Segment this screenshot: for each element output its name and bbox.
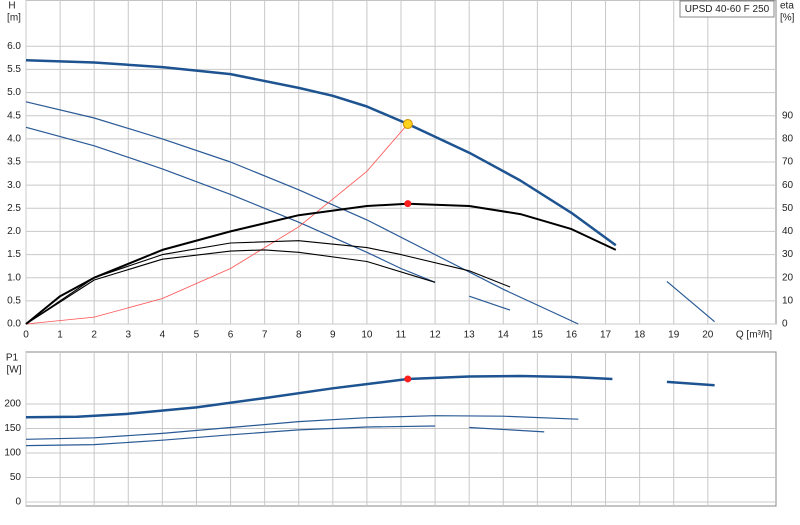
x-tick-label: 11 bbox=[396, 330, 407, 341]
x-tick-label: 4 bbox=[160, 330, 166, 341]
x-tick-label: 0 bbox=[23, 330, 29, 341]
y-tick-label: 200 bbox=[4, 399, 21, 410]
duty-point bbox=[404, 375, 412, 383]
x-tick-label: 8 bbox=[296, 330, 302, 341]
y-tick-label: 4.0 bbox=[7, 133, 21, 144]
y-tick-label: 6.0 bbox=[7, 41, 21, 52]
y-tick-label: 2.5 bbox=[7, 203, 21, 214]
y-axis-unit: [m] bbox=[7, 13, 21, 24]
x-tick-label: 12 bbox=[430, 330, 442, 341]
x-tick-label: 7 bbox=[262, 330, 268, 341]
y-axis-label: P1 bbox=[6, 353, 19, 364]
x-tick-label: 3 bbox=[125, 330, 131, 341]
curve bbox=[25, 123, 409, 325]
y-tick-label: 5.5 bbox=[7, 64, 21, 75]
y2-tick-label: 10 bbox=[782, 295, 794, 306]
y2-tick-label: 0 bbox=[782, 319, 788, 330]
y2-tick-label: 90 bbox=[782, 110, 794, 121]
y-tick-label: 50 bbox=[10, 472, 22, 483]
y2-tick-label: 30 bbox=[782, 249, 794, 260]
y-tick-label: 150 bbox=[4, 423, 21, 434]
curve bbox=[25, 126, 511, 311]
curve bbox=[25, 415, 579, 440]
x-tick-label: 18 bbox=[634, 330, 646, 341]
y-tick-label: 2.0 bbox=[7, 226, 21, 237]
y-tick-label: 0.5 bbox=[7, 295, 21, 306]
duty-point bbox=[404, 200, 412, 208]
y-tick-label: 3.0 bbox=[7, 180, 21, 191]
x-tick-label: 14 bbox=[498, 330, 510, 341]
y-axis-unit: [W] bbox=[7, 365, 22, 376]
curve bbox=[25, 249, 436, 325]
y-tick-label: 4.5 bbox=[7, 110, 21, 121]
x-tick-label: 5 bbox=[194, 330, 200, 341]
y-tick-label: 100 bbox=[4, 448, 21, 459]
x-tick-label: 20 bbox=[702, 330, 714, 341]
y-tick-label: 3.5 bbox=[7, 157, 21, 168]
duty-point bbox=[402, 119, 413, 130]
x-tick-label: 17 bbox=[600, 330, 612, 341]
y-tick-label: 1.5 bbox=[7, 249, 21, 260]
y2-tick-label: 50 bbox=[782, 203, 794, 214]
x-tick-label: 2 bbox=[91, 330, 97, 341]
y-axis-label: H bbox=[8, 1, 15, 12]
y2-axis-label: eta bbox=[780, 1, 794, 12]
title-box bbox=[679, 0, 775, 18]
x-tick-label: 9 bbox=[330, 330, 336, 341]
y2-tick-label: 20 bbox=[782, 272, 794, 283]
y2-axis-unit: [%] bbox=[780, 13, 795, 24]
curve bbox=[25, 58, 617, 247]
x-axis-label: Q [m³/h] bbox=[736, 330, 772, 341]
y2-tick-label: 60 bbox=[782, 180, 794, 191]
curve bbox=[25, 240, 511, 325]
y-tick-label: 0 bbox=[15, 497, 21, 508]
y-tick-label: 5.0 bbox=[7, 87, 21, 98]
x-tick-label: 1 bbox=[57, 330, 63, 341]
curve bbox=[25, 101, 715, 325]
chart-title: UPSD 40-60 F 250 bbox=[685, 4, 770, 15]
curve bbox=[25, 425, 545, 447]
x-tick-label: 6 bbox=[228, 330, 234, 341]
y-tick-label: 0.0 bbox=[7, 319, 21, 330]
x-tick-label: 13 bbox=[464, 330, 476, 341]
y2-tick-label: 40 bbox=[782, 226, 794, 237]
x-tick-label: 19 bbox=[668, 330, 680, 341]
x-tick-label: 15 bbox=[532, 330, 544, 341]
curve bbox=[25, 374, 715, 419]
y2-tick-label: 80 bbox=[782, 133, 794, 144]
y-tick-label: 1.0 bbox=[7, 272, 21, 283]
x-tick-label: 16 bbox=[566, 330, 578, 341]
y2-tick-label: 70 bbox=[782, 157, 794, 168]
x-tick-label: 10 bbox=[361, 330, 373, 341]
